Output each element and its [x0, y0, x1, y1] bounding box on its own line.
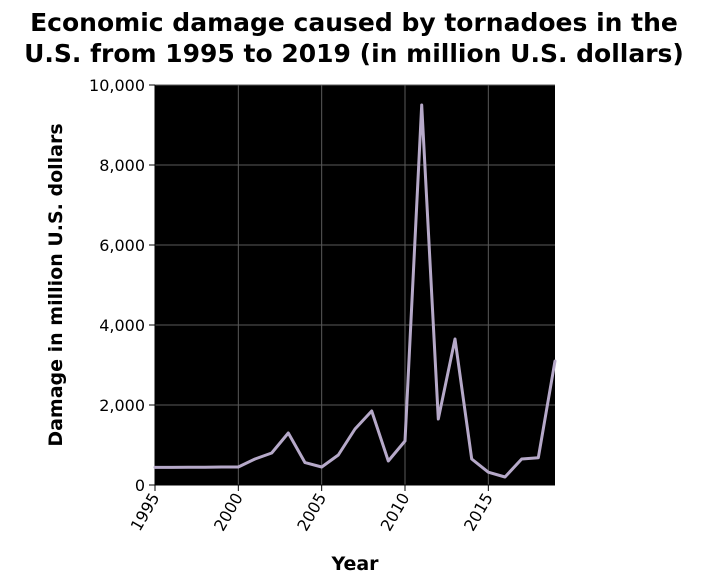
plot-background: [155, 85, 555, 485]
x-axis-label: Year: [330, 553, 379, 575]
chart-title-line-2: U.S. from 1995 to 2019 (in million U.S. …: [24, 39, 684, 68]
x-tick-label: 2000: [210, 490, 247, 535]
y-tick-label: 0: [135, 476, 145, 495]
x-tick-label: 1995: [127, 490, 164, 535]
y-tick-label: 6,000: [99, 236, 145, 255]
y-tick-label: 2,000: [99, 396, 145, 415]
x-tick-label: 2005: [293, 490, 330, 535]
series-line: [153, 103, 557, 479]
y-axis-label: Damage in million U.S. dollars: [45, 123, 67, 446]
plot-area: 0 2,000 4,000 6,000 8,000 10,000 1995 2000 2005 2…: [89, 76, 557, 535]
x-tick-label: 2010: [377, 490, 414, 535]
y-tick-label: 10,000: [89, 76, 145, 95]
y-tick-label: 8,000: [99, 156, 145, 175]
x-tick-label: 2015: [460, 490, 497, 535]
chart-title-line-1: Economic damage caused by tornadoes in t…: [30, 8, 678, 37]
y-tick-label: 4,000: [99, 316, 145, 335]
